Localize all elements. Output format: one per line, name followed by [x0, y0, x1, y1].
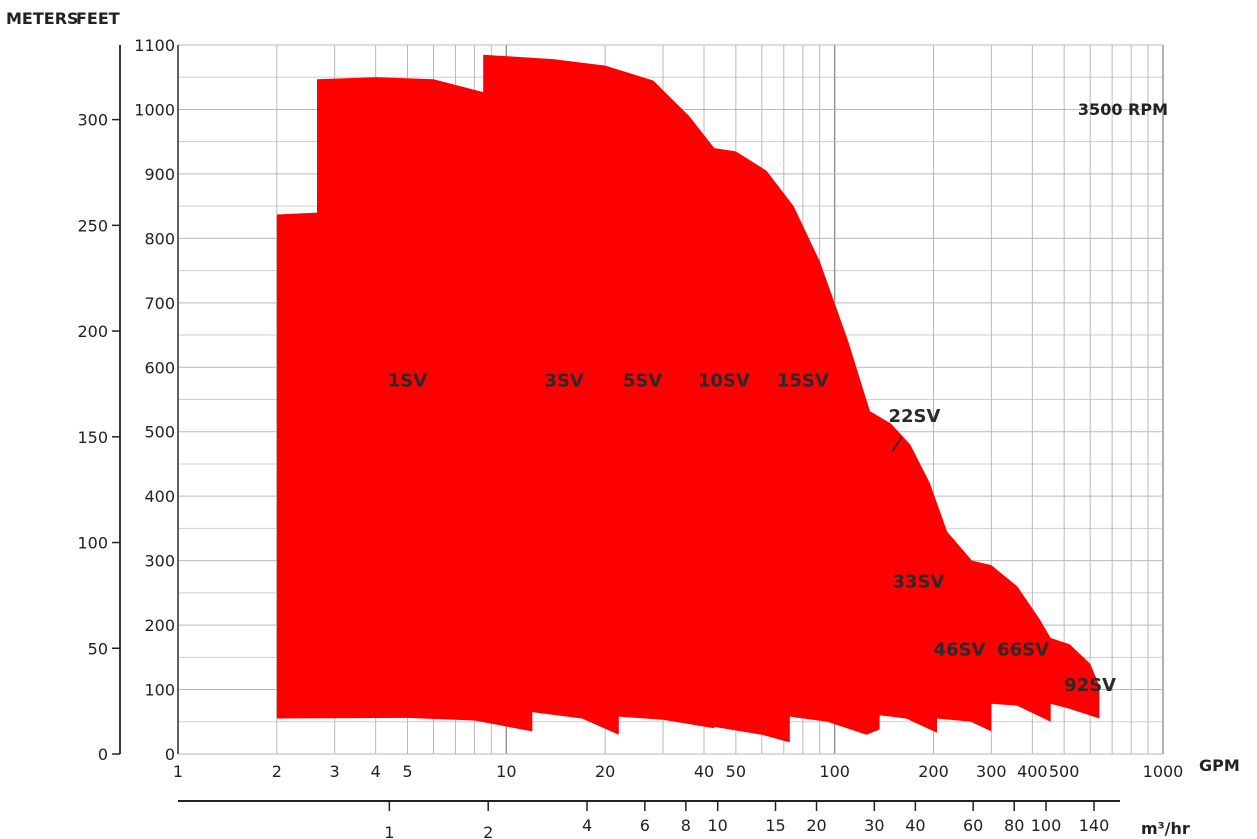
y-feet-tick-label: 200 [144, 616, 175, 635]
x-m3hr-tick-label: 60 [963, 816, 983, 835]
x-gpm-tick-label: 2 [272, 762, 282, 781]
x-gpm-tick-label: 4 [371, 762, 381, 781]
x-gpm-tick-label: 40 [694, 762, 714, 781]
series-label-66sv: 66SV [997, 639, 1049, 660]
axes: 0100200300400500600700800900100011000501… [77, 36, 1183, 839]
y-meters-tick-label: 250 [77, 216, 108, 235]
operating-range-area [276, 54, 1100, 743]
y-meters-tick-label: 150 [77, 428, 108, 447]
x-gpm-tick-label: 1000 [1143, 762, 1184, 781]
x-gpm-tick-label: 100 [819, 762, 850, 781]
y-meters-tick-label: 300 [77, 111, 108, 130]
x-m3hr-tick-label: 140 [1079, 816, 1110, 835]
x-gpm-tick-label: 1 [173, 762, 183, 781]
series-label-33sv: 33SV [893, 572, 945, 593]
x-m3hr-tick-label: 1 [384, 823, 394, 839]
y-feet-label: FEET [76, 9, 120, 28]
x-gpm-tick-label: 50 [726, 762, 746, 781]
y-meters-label: METERS [6, 9, 79, 28]
series-label-92sv: 92SV [1064, 675, 1116, 696]
y-feet-tick-label: 700 [144, 294, 175, 313]
x-m3hr-tick-label: 30 [864, 816, 884, 835]
y-feet-tick-label: 1100 [134, 36, 175, 55]
y-meters-tick-label: 50 [88, 639, 108, 658]
series-label-10sv: 10SV [698, 371, 750, 392]
x-gpm-tick-label: 400 [1017, 762, 1048, 781]
y-feet-tick-label: 1000 [134, 100, 175, 119]
y-feet-tick-label: 100 [144, 681, 175, 700]
series-label-22sv: 22SV [888, 406, 940, 427]
series-label-5sv: 5SV [623, 371, 662, 392]
x-m3hr-tick-label: 8 [681, 816, 691, 835]
x-m3hr-label: m³/hr [1141, 819, 1190, 838]
series-label-15sv: 15SV [777, 371, 829, 392]
x-gpm-tick-label: 20 [595, 762, 615, 781]
x-gpm-tick-label: 10 [496, 762, 516, 781]
chart-title: 3500 RPM [1078, 100, 1168, 119]
series-label-46sv: 46SV [934, 639, 986, 660]
y-meters-tick-label: 0 [98, 745, 108, 764]
y-feet-tick-label: 500 [144, 423, 175, 442]
series-label-3sv: 3SV [544, 371, 583, 392]
y-meters-tick-label: 100 [77, 534, 108, 553]
x-m3hr-tick-label: 80 [1004, 816, 1024, 835]
x-m3hr-tick-label: 10 [708, 816, 728, 835]
y-feet-tick-label: 0 [165, 745, 175, 764]
x-m3hr-tick-label: 4 [582, 816, 592, 835]
x-gpm-tick-label: 200 [918, 762, 949, 781]
x-m3hr-tick-label: 20 [806, 816, 826, 835]
y-feet-tick-label: 600 [144, 358, 175, 377]
y-feet-tick-label: 400 [144, 487, 175, 506]
y-feet-tick-label: 300 [144, 552, 175, 571]
x-m3hr-tick-label: 15 [765, 816, 785, 835]
x-gpm-tick-label: 300 [976, 762, 1007, 781]
series-leader-22sv [891, 436, 903, 452]
series-labels: 1SV 3SV 5SV 10SV 15SV 22SV 33SV 46SV 66SV 92SV [388, 371, 1116, 696]
x-gpm-tick-label: 5 [402, 762, 412, 781]
y-feet-tick-label: 800 [144, 229, 175, 248]
x-m3hr-tick-label: 100 [1031, 816, 1062, 835]
x-m3hr-tick-label: 40 [905, 816, 925, 835]
x-gpm-tick-label: 3 [330, 762, 340, 781]
x-m3hr-tick-label: 6 [640, 816, 650, 835]
x-gpm-label: GPM [1199, 756, 1240, 775]
y-feet-tick-label: 900 [144, 165, 175, 184]
x-m3hr-tick-label: 2 [483, 823, 493, 839]
series-label-1sv: 1SV [388, 371, 427, 392]
y-meters-tick-label: 200 [77, 322, 108, 341]
x-gpm-tick-label: 500 [1049, 762, 1080, 781]
